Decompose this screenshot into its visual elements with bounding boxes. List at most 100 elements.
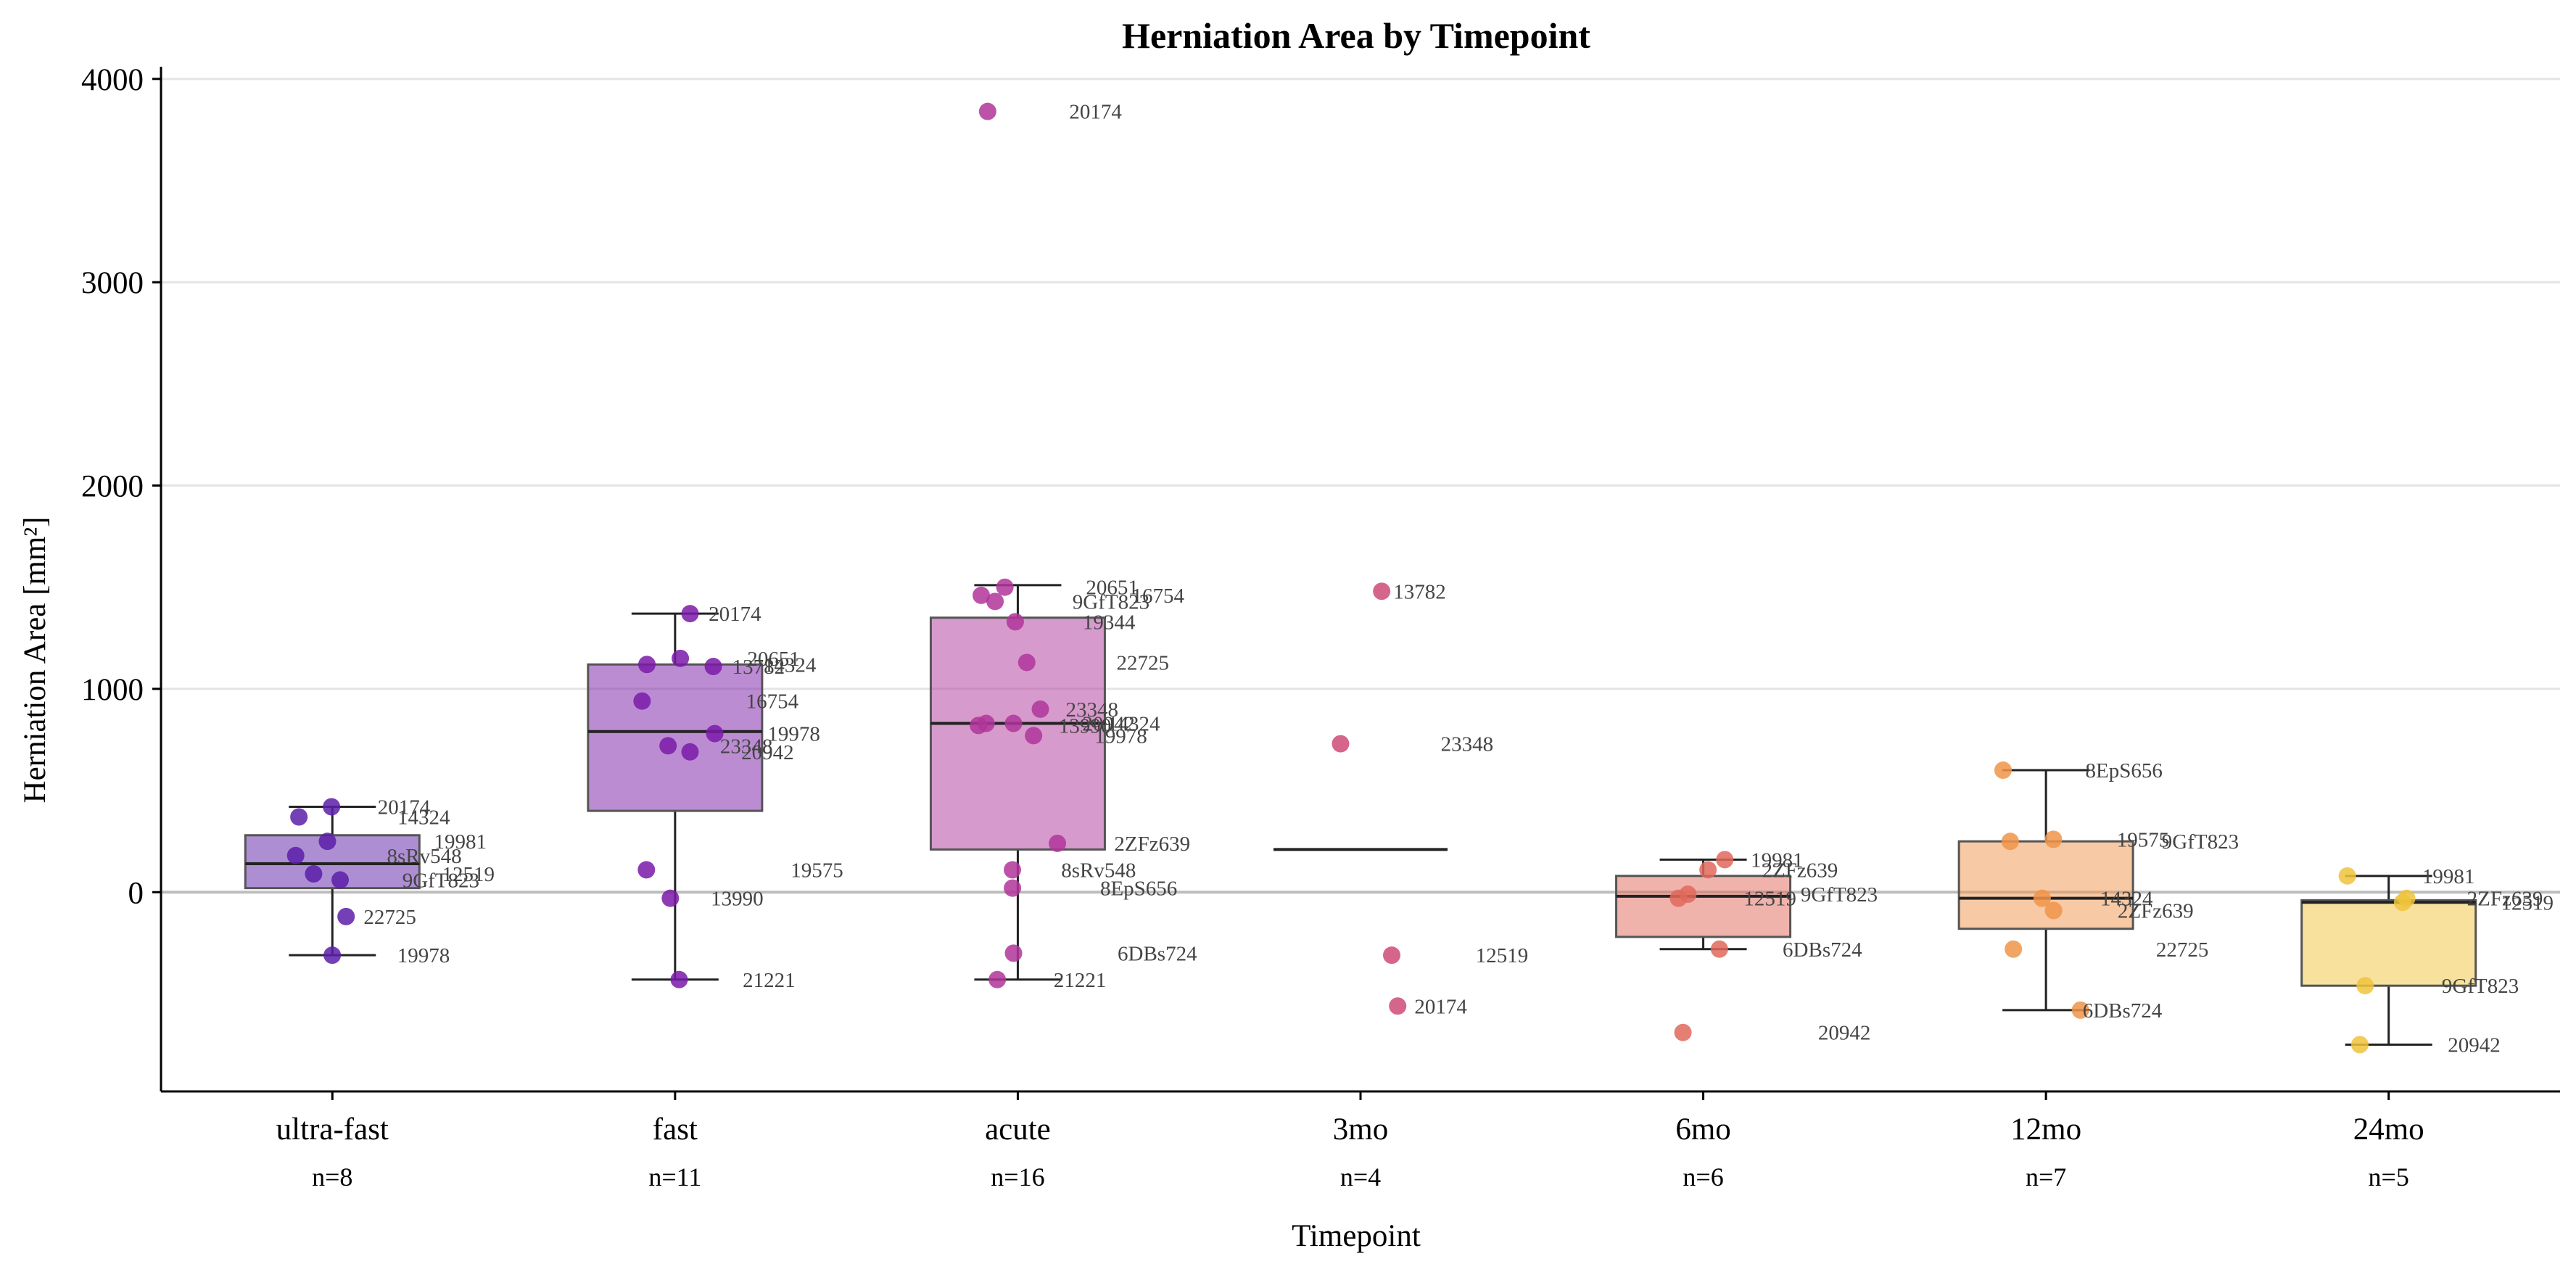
point-label: 20942: [1082, 713, 1135, 736]
sample-size-label: n=11: [648, 1162, 701, 1192]
point-label: 8EpS656: [1100, 877, 1177, 901]
data-point: [331, 871, 350, 889]
box-acute: [929, 616, 1106, 851]
sample-size-label: n=16: [991, 1162, 1044, 1192]
point-label: 19981: [1751, 848, 1804, 872]
data-point: [1994, 761, 2012, 780]
point-label: 19575: [790, 859, 843, 882]
data-point: [681, 743, 699, 761]
data-point: [1031, 700, 1049, 718]
sample-size-label: n=6: [1683, 1162, 1723, 1192]
x-tick-label: 12mo: [2010, 1112, 2081, 1147]
y-tick-label: 4000: [81, 63, 144, 97]
point-label: 12519: [2501, 891, 2554, 914]
point-label: 6DBs724: [2083, 999, 2163, 1023]
point-label: 8EpS656: [2086, 759, 2163, 782]
point-label: 20942: [1818, 1022, 1871, 1045]
data-point: [1004, 861, 1022, 879]
x-tick-label: 3mo: [1333, 1112, 1388, 1147]
data-point: [2393, 893, 2411, 912]
data-point: [1674, 1023, 1692, 1041]
data-points: 2017414324199818sRv5489GfT82312519227251…: [286, 101, 2554, 1057]
data-point: [1017, 653, 1036, 672]
y-tick-label: 2000: [81, 470, 144, 504]
data-point: [2071, 1001, 2089, 1019]
point-label: 13782: [1393, 580, 1446, 603]
y-axis-label: Herniation Area [mm²]: [18, 517, 52, 804]
data-point: [318, 833, 337, 851]
y-tick-label: 1000: [81, 673, 144, 707]
x-tick-label: 24mo: [2353, 1112, 2424, 1147]
data-point: [1004, 879, 1022, 897]
data-point: [638, 656, 656, 674]
point-label: 16754: [746, 690, 799, 714]
data-point: [1716, 851, 1734, 869]
data-point: [1004, 714, 1023, 732]
point-label: 8sRv548: [1061, 859, 1136, 882]
point-label: 22725: [2156, 938, 2209, 962]
point-label: 9GfT823: [2442, 975, 2519, 998]
x-axis-label: Timepoint: [1292, 1219, 1421, 1253]
point-label: 2ZFz639: [2118, 899, 2194, 922]
point-label: 2ZFz639: [1762, 859, 1838, 882]
point-label: 19575: [2117, 828, 2170, 851]
point-label: 20174: [709, 603, 761, 626]
data-point: [659, 737, 677, 755]
point-label: 19981: [434, 830, 487, 854]
point-label: 2ZFz639: [1114, 833, 1190, 856]
data-point: [706, 724, 724, 743]
data-point: [290, 808, 308, 826]
point-label: 20942: [741, 741, 793, 764]
point-label: 9GfT823: [1801, 883, 1878, 906]
point-label: 14324: [764, 653, 817, 677]
data-point: [1373, 582, 1391, 600]
point-label: 8sRv548: [387, 845, 461, 868]
data-point: [704, 658, 722, 676]
point-label: 14324: [1107, 713, 1160, 736]
y-tick-label: 0: [128, 876, 144, 910]
point-label: 14324: [397, 806, 450, 830]
point-label: 21221: [743, 969, 796, 992]
data-point: [2044, 901, 2063, 920]
data-point: [2033, 889, 2051, 907]
data-point: [972, 586, 990, 604]
data-point: [323, 946, 342, 965]
point-label: 6DBs724: [1118, 942, 1197, 965]
point-label: 20174: [1414, 995, 1467, 1018]
grid-lines: [161, 78, 2560, 893]
x-tick-label: 6mo: [1675, 1112, 1730, 1147]
data-point: [305, 865, 323, 883]
data-point: [633, 692, 651, 710]
chart-title: Herniation Area by Timepoint: [1122, 15, 1590, 56]
point-label: 20174: [378, 796, 431, 819]
data-point: [2356, 977, 2374, 995]
data-point: [681, 605, 699, 623]
data-point: [1383, 946, 1401, 965]
point-label: 13782: [732, 656, 785, 679]
point-label: 22725: [363, 906, 416, 929]
point-label: 9GfT823: [2162, 830, 2239, 854]
data-point: [2005, 940, 2023, 958]
data-point: [1006, 613, 1024, 631]
data-point: [978, 102, 996, 120]
box-12mo: [1957, 840, 2134, 930]
box-6mo: [1615, 875, 1792, 938]
data-point: [988, 970, 1007, 988]
point-label: 9GfT823: [1073, 590, 1149, 614]
point-label: 6DBs724: [1783, 938, 1862, 962]
data-point: [337, 907, 355, 925]
data-point: [323, 798, 341, 816]
sample-size-label: n=5: [2369, 1162, 2409, 1192]
axes: 0 1000 2000 3000 4000 ultra-fast n=8 fast n=11 ac…: [81, 63, 2560, 1192]
data-point: [637, 861, 656, 879]
point-label: 2ZFz639: [2467, 888, 2543, 911]
point-label: 20942: [2448, 1034, 2501, 1057]
data-point: [1389, 997, 1407, 1015]
point-label: 19981: [2422, 865, 2475, 888]
point-label: 23348: [1066, 698, 1119, 722]
data-point: [672, 649, 690, 667]
boxes: [244, 584, 2477, 1046]
point-label: 12519: [442, 863, 495, 886]
point-label: 20651: [747, 648, 800, 671]
